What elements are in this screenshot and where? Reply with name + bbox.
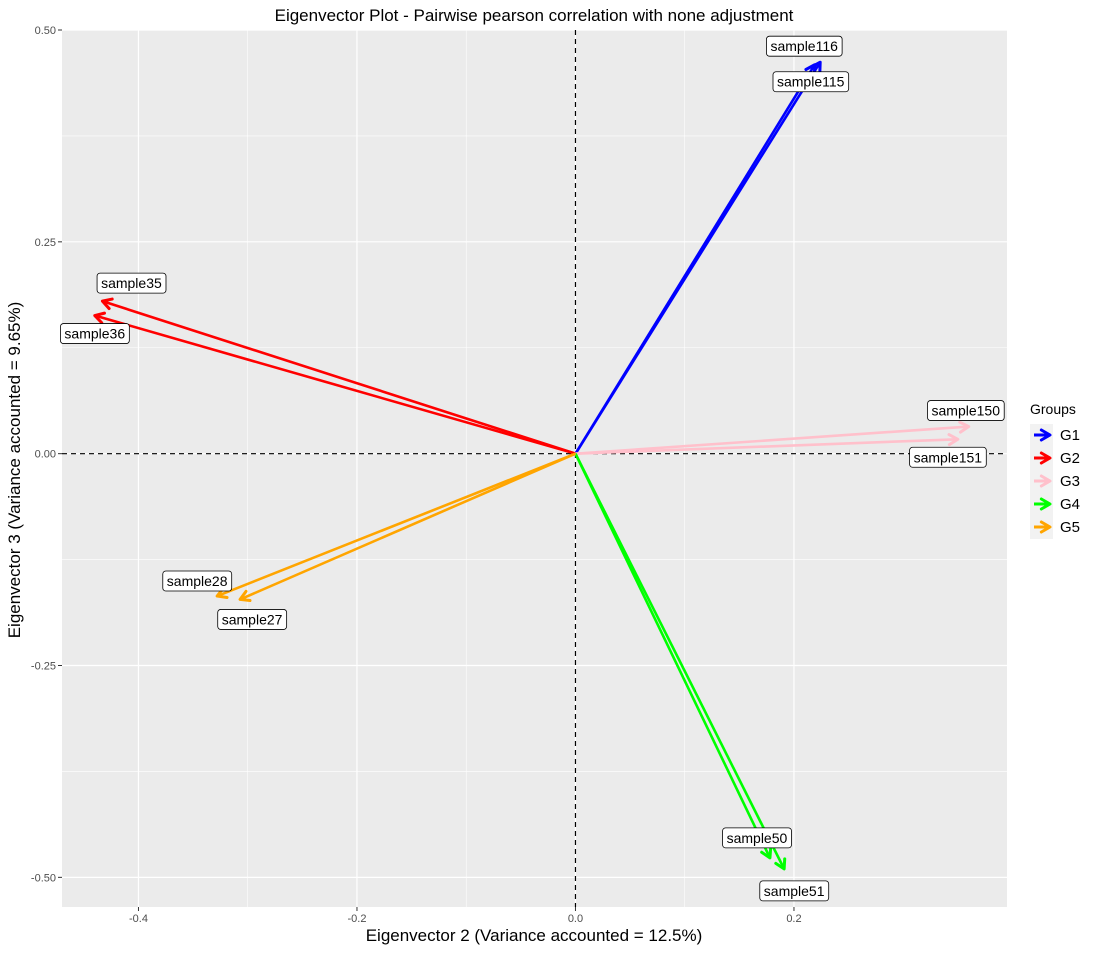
legend-label: G1 <box>1060 427 1080 444</box>
vector-arrowhead <box>93 311 106 325</box>
data-label-text: sample36 <box>64 326 125 342</box>
vector-line <box>574 64 816 455</box>
x-axis-label: Eigenvector 2 (Variance accounted = 12.5… <box>366 926 703 945</box>
data-label-box <box>60 323 130 344</box>
vector-layer <box>93 60 971 871</box>
data-label: sample51 <box>759 880 830 902</box>
vector-arrowhead <box>238 589 252 603</box>
panel-background <box>62 30 1007 907</box>
data-label: sample150 <box>927 400 1005 421</box>
legend-key-arrowhead <box>1039 497 1052 511</box>
vector-arrowhead <box>774 857 787 871</box>
vector-arrowhead <box>760 846 773 860</box>
data-label-text: sample35 <box>101 275 162 291</box>
y-tick-label: -0.25 <box>31 661 56 673</box>
data-label-box <box>722 827 792 849</box>
data-label: sample116 <box>766 35 843 57</box>
data-label-box <box>162 570 233 592</box>
legend-key-arrowhead <box>1039 520 1052 534</box>
data-label-box <box>217 609 288 630</box>
label-layer: sample116 sample115 sample35 sample36 sample… <box>60 35 1005 902</box>
legend-label: G5 <box>1060 519 1080 536</box>
plot-panel: sample116 sample115 sample35 sample36 sample… <box>60 29 1007 907</box>
y-tick-label: -0.50 <box>31 872 56 884</box>
chart-title: Eigenvector Plot - Pairwise pearson corr… <box>275 6 794 25</box>
vector-arrowhead <box>100 297 114 311</box>
x-tick-label: -0.4 <box>129 913 148 925</box>
vector-line <box>239 452 576 601</box>
data-label-text: sample115 <box>777 74 845 90</box>
data-label-text: sample50 <box>727 830 788 846</box>
y-tick-label: 0.00 <box>35 449 56 461</box>
vector-line <box>94 314 576 455</box>
data-label-box <box>927 400 1005 421</box>
data-label-box <box>909 446 987 468</box>
legend: Groups G1 G2 G3 G4 G5 <box>1030 401 1080 539</box>
data-label: sample28 <box>162 570 233 592</box>
vector-line <box>574 453 786 870</box>
data-label: sample27 <box>217 609 288 630</box>
data-label-box <box>759 880 830 902</box>
legend-key-arrowhead <box>1039 451 1052 465</box>
data-label: sample115 <box>772 71 850 93</box>
data-label-text: sample28 <box>167 573 228 589</box>
data-label-box <box>96 272 167 294</box>
vector-line <box>216 452 576 598</box>
legend-label: G4 <box>1060 496 1080 513</box>
vector-line <box>575 437 958 455</box>
vector-arrowhead <box>958 420 971 434</box>
legend-title: Groups <box>1030 401 1076 417</box>
data-label: sample36 <box>60 323 130 344</box>
data-label-text: sample151 <box>914 449 983 465</box>
vector-arrowhead <box>947 433 960 447</box>
y-tick-label: 0.50 <box>35 25 56 37</box>
data-label: sample50 <box>722 827 792 849</box>
data-label-text: sample116 <box>770 38 838 54</box>
legend-key-arrowhead <box>1039 428 1052 442</box>
x-tick-label: 0.2 <box>786 913 801 925</box>
axes: -0.4 -0.2 0.0 0.2 -0.50 -0.25 0.00 0.25 0.50 <box>31 25 802 925</box>
vector-line <box>575 425 969 455</box>
data-label-box <box>766 35 843 57</box>
data-label: sample151 <box>909 446 987 468</box>
data-label-text: sample27 <box>222 611 283 627</box>
legend-label: G2 <box>1060 450 1080 467</box>
y-tick-label: 0.25 <box>35 237 56 249</box>
data-label-text: sample150 <box>932 403 1001 419</box>
y-axis-label: Eigenvector 3 (Variance accounted = 9.65… <box>5 302 24 639</box>
x-tick-label: 0.0 <box>568 913 583 925</box>
data-label-text: sample51 <box>764 883 825 899</box>
data-label: sample35 <box>96 272 167 294</box>
x-tick-label: -0.2 <box>347 913 366 925</box>
vector-line <box>102 299 576 455</box>
legend-key-arrowhead <box>1039 474 1052 488</box>
data-label-box <box>772 71 850 93</box>
legend-label: G3 <box>1060 473 1080 490</box>
